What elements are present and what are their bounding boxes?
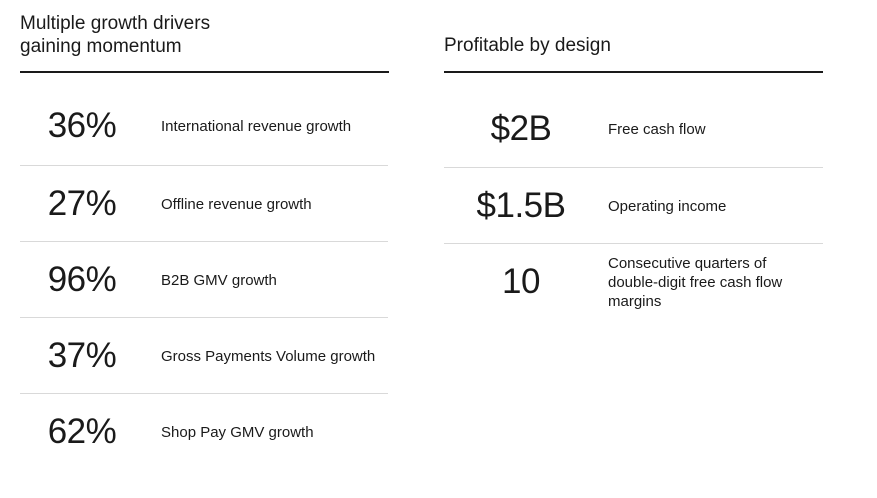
growth-drivers-header: Multiple growth drivers gaining momentum	[20, 0, 388, 57]
stat-value: $2B	[490, 109, 552, 148]
stat-value: 27%	[47, 184, 117, 223]
profitability-list: $2B Free cash flow $1.5B Operating incom…	[444, 91, 823, 319]
stat-row: 62% Shop Pay GMV growth	[20, 393, 388, 469]
growth-drivers-divider	[20, 71, 389, 73]
profitability-header: Profitable by design	[444, 0, 823, 57]
stat-label: Shop Pay GMV growth	[161, 423, 314, 441]
stat-label: Consecutive quarters of double-digit fre…	[608, 254, 783, 310]
stat-row: $1.5B Operating income	[444, 167, 823, 243]
stat-value: $1.5B	[476, 186, 566, 225]
stat-label: Gross Payments Volume growth	[161, 347, 376, 365]
stat-row: 10 Consecutive quarters of double-digit …	[444, 243, 823, 319]
stat-row: 96% B2B GMV growth	[20, 241, 388, 317]
stat-value: 96%	[47, 260, 117, 299]
stat-label: Operating income	[608, 197, 727, 215]
growth-drivers-panel: Multiple growth drivers gaining momentum…	[20, 0, 389, 498]
stat-value: 37%	[47, 336, 117, 375]
stat-row: 37% Gross Payments Volume growth	[20, 317, 388, 393]
profitability-title: Profitable by design	[444, 35, 611, 56]
profitability-panel: Profitable by design $2B Free cash flow …	[444, 0, 823, 498]
profitability-divider	[444, 71, 823, 73]
growth-drivers-list: 36% International revenue growth 27% Off…	[20, 89, 388, 469]
stat-row: 36% International revenue growth	[20, 89, 388, 165]
stat-label: Offline revenue growth	[161, 195, 312, 213]
stat-label: Free cash flow	[608, 120, 706, 138]
stat-row: 27% Offline revenue growth	[20, 165, 388, 241]
stat-row: $2B Free cash flow	[444, 91, 823, 167]
stat-value: 10	[502, 262, 540, 301]
stat-value: 36%	[47, 106, 117, 145]
stat-label: International revenue growth	[161, 117, 352, 135]
growth-drivers-title: Multiple growth drivers gaining momentum	[20, 13, 211, 57]
stat-label: B2B GMV growth	[161, 271, 277, 289]
stat-value: 62%	[47, 412, 117, 451]
